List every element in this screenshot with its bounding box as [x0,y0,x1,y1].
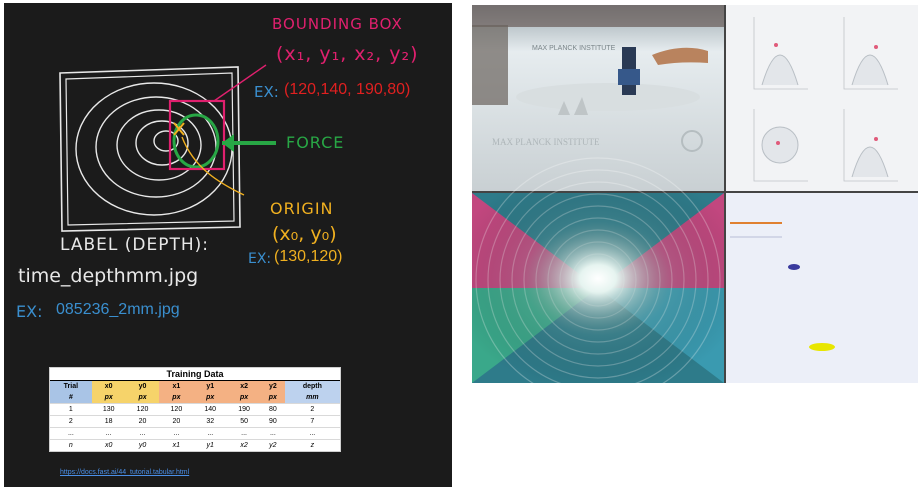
table-cell: 32 [193,415,228,428]
table-cell: 140 [193,403,228,416]
bbox-example-value: (120,140, 190,80) [284,81,411,98]
header-y0: y0 [125,381,160,392]
table-row: ... ... ... ... ... ... ... ... [50,427,340,440]
header-y2: y2 [261,381,285,392]
bounding-box [168,99,226,171]
origin-marker [173,122,185,136]
training-data-table: Training Data Trial x0 y0 x1 y1 x2 y2 de… [49,367,341,452]
force-arrowhead [222,134,234,152]
bbox-pointer [213,64,267,102]
header-x2: x2 [227,381,262,392]
table-cell: ... [159,427,194,440]
video-capture-panel: MAX PLANCK INSTITUTE MAX PLANCK INSTITUT… [472,5,918,383]
table-cell: ... [261,427,285,440]
table-cell: ... [284,427,340,440]
table-cell: 20 [125,415,160,428]
unit-x0: px [91,392,126,404]
table-cell: 2 [50,415,92,428]
video-frame: MAX PLANCK INSTITUTE MAX PLANCK INSTITUT… [472,5,918,383]
table-row: 2 18 20 20 32 50 90 7 [50,415,340,428]
header-x0: x0 [91,381,126,392]
unit-x2: px [227,392,262,404]
lab-camera-view: MAX PLANCK INSTITUTE MAX PLANCK INSTITUT… [472,5,724,191]
origin-title: ORIGIN [270,199,334,218]
header-depth: depth [284,381,340,392]
table-row: n x0 y0 x1 y1 x2 y2 z [50,439,340,451]
table-title: Training Data [50,368,340,381]
unit-y2: px [261,392,285,404]
origin-example-value: (130,120) [274,248,343,265]
table-cell: x1 [159,439,194,451]
origin-example-prefix: EX: [248,251,272,267]
header-x1: x1 [159,381,194,392]
bbox-example-prefix: EX: [254,83,279,101]
table-cell: 50 [227,415,262,428]
origin-tuple: (x₀, y₀) [272,223,337,245]
table-row: 1 130 120 120 140 190 80 2 [50,403,340,416]
whiteboard-panel: BOUNDING BOX (x₁, y₁, x₂, y₂) EX: (120,1… [4,3,452,487]
unit-depth: mm [284,392,340,404]
table-cell: 130 [91,403,126,416]
table-cell: 1 [50,403,92,416]
detection-plot-view [726,193,918,383]
force-region [172,113,220,169]
table-cell: y0 [125,439,160,451]
lab-overlay-text: MAX PLANCK INSTITUTE [492,137,600,147]
fastai-tutorial-link[interactable]: https://docs.fast.ai/44_tutorial.tabular… [60,469,190,476]
table-cell: ... [227,427,262,440]
bbox-tuple: (x₁, y₁, x₂, y₂) [276,43,419,65]
sensor-image-view [472,157,724,383]
table-cell: 120 [125,403,160,416]
table-cell: 20 [159,415,194,428]
table-cell: ... [50,427,92,440]
table-cell: 2 [284,403,340,416]
table-cell: 7 [284,415,340,428]
table-cell: n [50,439,92,451]
table-cell: 80 [261,403,285,416]
table-cell: ... [91,427,126,440]
sensor-frame-inner [65,72,235,226]
label-heading: LABEL (DEPTH): [60,235,210,255]
unit-y1: px [193,392,228,404]
unit-y0: px [125,392,160,404]
lab-sign-text: MAX PLANCK INSTITUTE [532,45,616,52]
file-example-prefix: EX: [16,302,43,321]
table-cell: 120 [159,403,194,416]
unit-x1: px [159,392,194,404]
table-cell: ... [193,427,228,440]
table-cell: x0 [91,439,126,451]
concentric-rings [75,82,233,216]
plot-grid-view [726,5,918,191]
table-cell: x2 [227,439,262,451]
force-label: FORCE [286,133,345,152]
table-cell: ... [125,427,160,440]
label-format: time_depthmm.jpg [18,265,199,287]
header-trial: Trial [50,381,92,392]
sketch-drawing [59,64,276,232]
header-y1: y1 [193,381,228,392]
bbox-title: BOUNDING BOX [272,15,403,33]
table-cell: 190 [227,403,262,416]
origin-pointer [181,136,245,196]
file-example-value: 085236_2mm.jpg [56,301,180,318]
unit-trial: # [50,392,92,404]
table-cell: y1 [193,439,228,451]
table-cell: 90 [261,415,285,428]
sensor-frame [59,66,241,232]
table-cell: 18 [91,415,126,428]
table-cell: z [284,439,340,451]
table-cell: y2 [261,439,285,451]
